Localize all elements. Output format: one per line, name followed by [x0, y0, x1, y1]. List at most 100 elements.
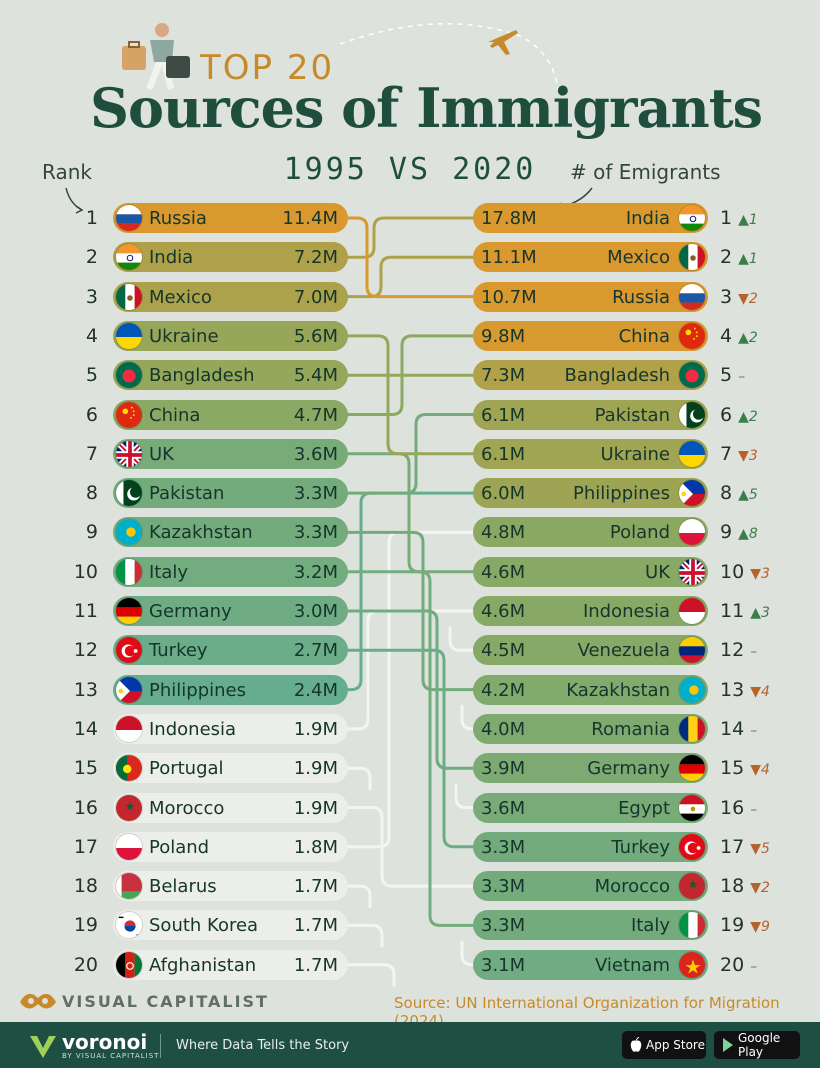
country-name: Poland: [149, 836, 210, 858]
emigrant-value: 4.5M: [481, 640, 526, 662]
footer-brand-sub: BY VISUAL CAPITALIST: [62, 1052, 160, 1060]
philippines-flag-icon: [678, 479, 706, 508]
emigrant-value: 3.3M: [481, 915, 526, 937]
rank-value: 16: [720, 796, 745, 819]
rank-number-left: 2: [85, 246, 98, 269]
rank-unchanged-icon: –: [750, 801, 758, 818]
right-bar-venezuela: 4.5M Venezuela: [473, 635, 708, 666]
mexico-flag-icon: [678, 243, 706, 272]
country-name: UK: [149, 443, 174, 465]
rank-value: 13: [720, 678, 745, 701]
right-bar-india: 17.8M India: [473, 203, 708, 233]
left-bar-ukraine: Ukraine 5.6M: [113, 320, 348, 351]
traveler-illustration: [122, 23, 190, 90]
vietnam-flag-icon: [678, 950, 706, 979]
connector-ukraine: [344, 334, 477, 456]
rank-number-right: 11 ▲3: [720, 600, 770, 622]
poland-flag-icon: [115, 832, 143, 861]
connector-turkey: [344, 648, 477, 849]
left-bar-philippines: Philippines 2.4M: [113, 674, 348, 705]
china-flag-icon: [678, 321, 706, 350]
rank-value: 12: [720, 639, 745, 662]
rank-unchanged-icon: –: [750, 722, 758, 739]
rank-up-change: ▲2: [738, 329, 758, 346]
google-play-button[interactable]: Google Play: [714, 1031, 800, 1059]
right-bar-kazakhstan: 4.2M Kazakhstan: [473, 674, 708, 705]
country-name: Morocco: [594, 876, 670, 898]
connector-belarus: [344, 884, 372, 909]
right-bar-bangladesh: 7.3M Bangladesh: [473, 360, 708, 391]
rank-number-right: 3 ▼2: [720, 286, 758, 308]
rank-number-left: 8: [85, 482, 98, 505]
rank-value: 19: [720, 914, 745, 937]
apple-icon: [630, 1037, 642, 1052]
right-bar-vietnam: 3.1M Vietnam: [473, 949, 708, 980]
egypt-flag-icon: [678, 793, 706, 822]
germany-flag-icon: [678, 754, 706, 783]
left-bar-kazakhstan: Kazakhstan 3.3M: [113, 517, 348, 548]
rank-number-left: 13: [73, 678, 98, 701]
emigrant-value: 1.9M: [293, 758, 338, 780]
left-bar-india: India 7.2M: [113, 242, 348, 273]
rank-up-change: ▲5: [738, 487, 758, 504]
connector-south-korea: [344, 923, 384, 948]
left-bar-china: China 4.7M: [113, 399, 348, 430]
rank-number-right: 4 ▲2: [720, 325, 758, 347]
emigrants-label: # of Emigrants: [570, 160, 721, 184]
right-bar-russia: 10.7M Russia: [473, 281, 708, 312]
kazakhstan-flag-icon: [115, 518, 143, 547]
emigrant-value: 1.7M: [293, 954, 338, 976]
mexico-flag-icon: [115, 282, 143, 311]
rank-up-change: ▲8: [738, 526, 758, 543]
country-name: Indonesia: [149, 718, 237, 740]
uk-flag-icon: [115, 439, 143, 468]
rank-number-right: 13 ▼4: [720, 679, 770, 701]
italy-flag-icon: [115, 557, 143, 586]
emigrant-value: 1.8M: [293, 836, 338, 858]
rank-value: 10: [720, 560, 745, 583]
rank-down-change: ▼2: [738, 290, 758, 307]
rank-value: 11: [720, 600, 745, 622]
footer-brand: voronoi: [62, 1030, 148, 1054]
left-bar-turkey: Turkey 2.7M: [113, 635, 348, 666]
rank-value: 4: [720, 324, 733, 347]
rank-value: 8: [720, 482, 733, 505]
country-name: Germany: [149, 601, 232, 622]
left-bar-italy: Italy 3.2M: [113, 556, 348, 587]
rank-up-change: ▲3: [750, 605, 770, 621]
left-bar-poland: Poland 1.8M: [113, 831, 348, 862]
country-name: India: [149, 247, 194, 269]
emigrant-value: 2.4M: [293, 679, 338, 701]
google-play-label: Google Play: [738, 1031, 781, 1059]
emigrant-value: 9.8M: [481, 325, 526, 347]
rank-number-right: 9 ▲8: [720, 521, 758, 543]
rank-down-change: ▼4: [750, 683, 770, 700]
emigrant-value: 3.3M: [293, 522, 338, 544]
emigrant-value: 11.1M: [481, 247, 537, 269]
rank-value: 2: [720, 246, 733, 269]
emigrant-value: 6.0M: [481, 483, 526, 505]
connector-mexico: [344, 255, 477, 299]
connector-russia: [344, 216, 477, 299]
rank-value: 7: [720, 442, 733, 465]
country-name: Ukraine: [600, 443, 670, 465]
right-bar-egypt: 3.6M Egypt: [473, 792, 708, 823]
emigrant-value: 7.3M: [481, 365, 526, 387]
left-bar-mexico: Mexico 7.0M: [113, 281, 348, 312]
poland-flag-icon: [678, 518, 706, 547]
right-bar-morocco: 3.3M Morocco: [473, 871, 708, 902]
emigrant-value: 2.7M: [293, 640, 338, 662]
connector-kazakhstan: [344, 530, 477, 692]
rank-number-right: 20–: [720, 954, 757, 976]
google-play-icon: [723, 1038, 733, 1052]
left-bar-afghanistan: Afghanistan 1.7M: [113, 949, 348, 980]
rank-value: 14: [720, 717, 745, 740]
rank-number-left: 3: [85, 285, 98, 308]
app-store-button[interactable]: App Store: [622, 1031, 706, 1059]
connector-italy: [344, 570, 477, 927]
connector-morocco: [344, 806, 477, 888]
connector-romania: [460, 704, 477, 731]
comparison-label: 1995 VS 2020: [283, 152, 537, 187]
connector-indonesia: [344, 609, 477, 731]
